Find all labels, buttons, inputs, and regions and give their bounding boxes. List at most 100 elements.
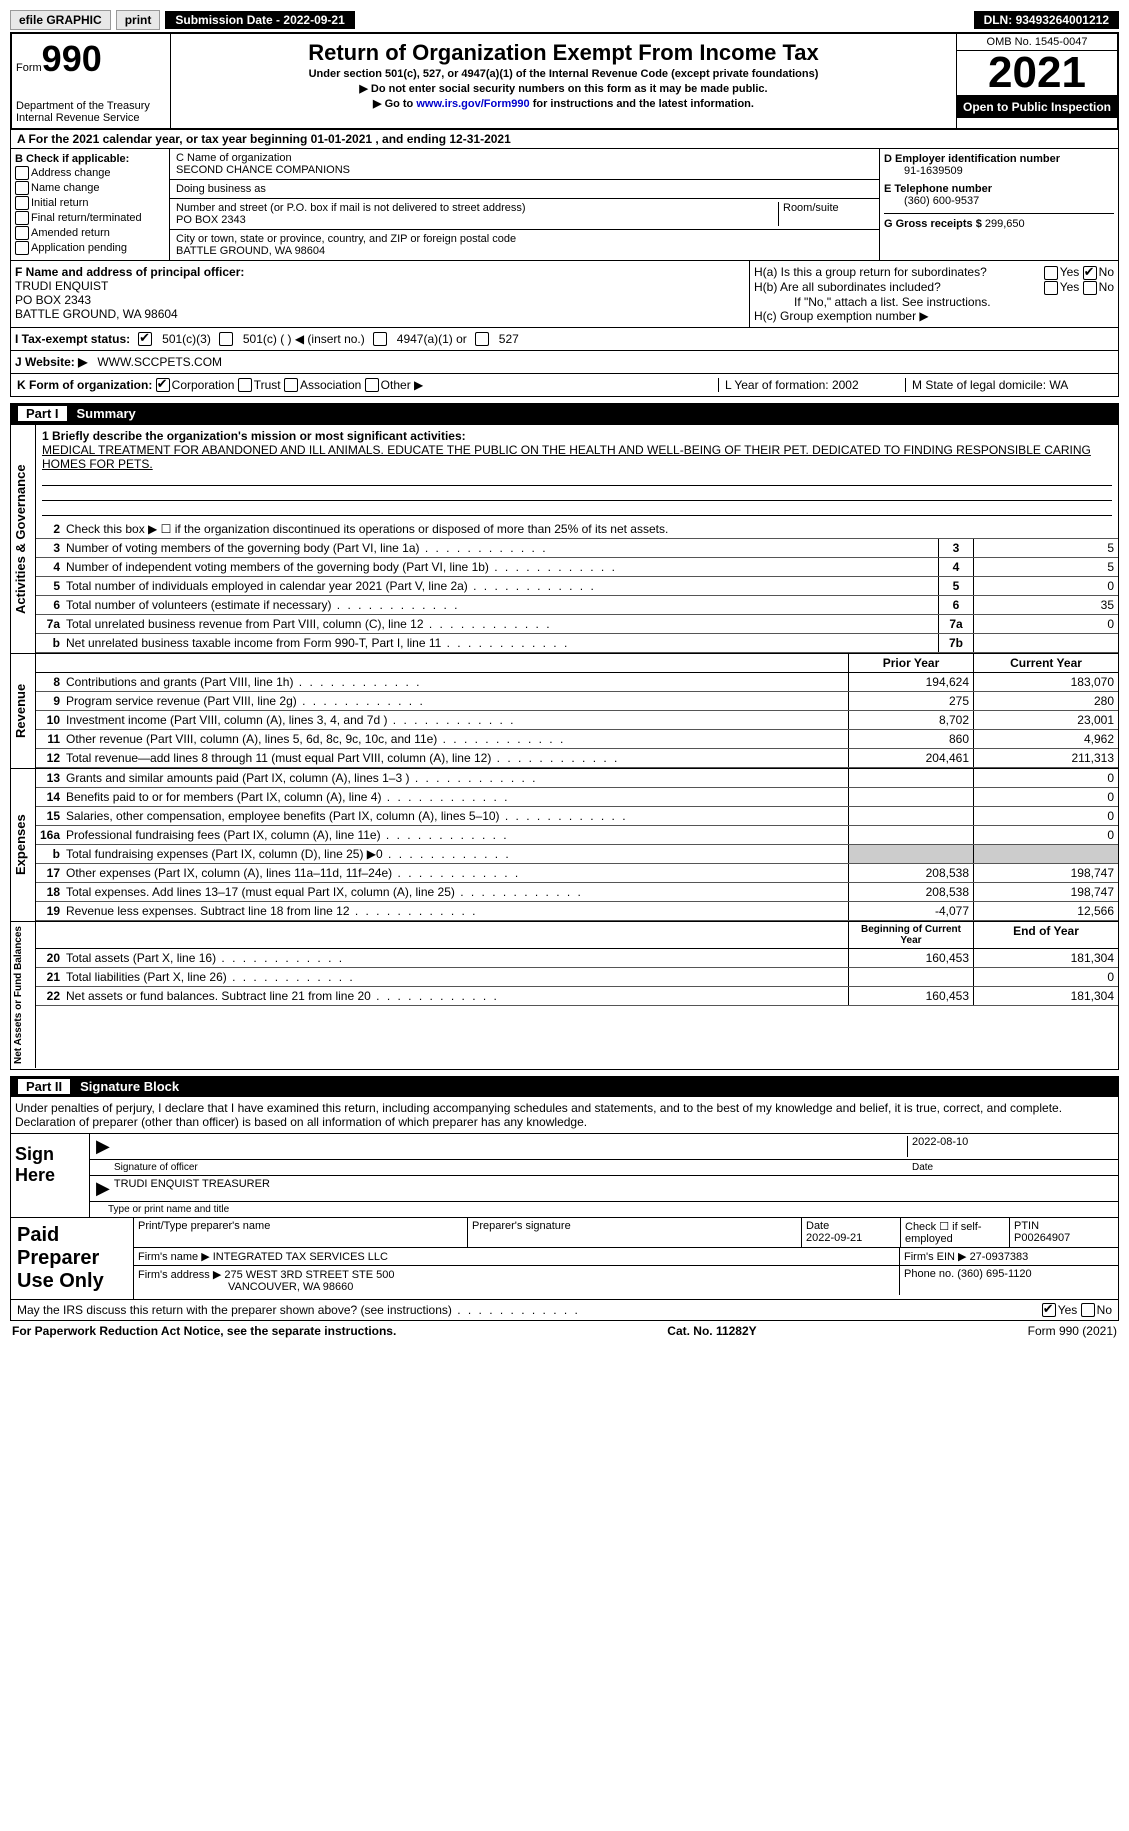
cb-pending[interactable]: Application pending: [15, 241, 165, 255]
part2-header: Part IISignature Block: [10, 1076, 1119, 1097]
tel: (360) 600-9537: [884, 195, 979, 207]
f-name: TRUDI ENQUIST: [15, 279, 745, 293]
line-19: 19Revenue less expenses. Subtract line 1…: [36, 902, 1118, 921]
ein: 91-1639509: [884, 165, 963, 177]
print-button[interactable]: print: [116, 10, 161, 30]
side-ag: Activities & Governance: [11, 425, 36, 653]
org-name: SECOND CHANCE COMPANIONS: [176, 164, 873, 176]
form-number: Form990: [16, 38, 166, 80]
cb-527[interactable]: [475, 332, 489, 346]
klm-row: K Form of organization: Corporation Trus…: [10, 374, 1119, 398]
col-curr: Current Year: [973, 654, 1118, 672]
side-rev: Revenue: [11, 654, 36, 768]
website: WWW.SCCPETS.COM: [97, 355, 222, 369]
col-eoy: End of Year: [973, 922, 1118, 948]
department: Department of the Treasury Internal Reve…: [16, 100, 166, 124]
line-18: 18Total expenses. Add lines 13–17 (must …: [36, 883, 1118, 902]
ptin: P00264907: [1014, 1232, 1070, 1244]
cb-name[interactable]: Name change: [15, 181, 165, 195]
city: BATTLE GROUND, WA 98604: [176, 245, 873, 257]
mission-text: MEDICAL TREATMENT FOR ABANDONED AND ILL …: [42, 443, 1091, 471]
cb-discuss-no[interactable]: [1081, 1303, 1095, 1317]
f-city: BATTLE GROUND, WA 98604: [15, 307, 745, 321]
footer: For Paperwork Reduction Act Notice, see …: [10, 1321, 1119, 1341]
cb-other[interactable]: [365, 378, 379, 392]
form-title: Return of Organization Exempt From Incom…: [175, 40, 952, 66]
efile-button[interactable]: efile GRAPHIC: [10, 10, 111, 30]
org-name-label: C Name of organization: [176, 152, 873, 164]
cb-assoc[interactable]: [284, 378, 298, 392]
form-header: Form990 Department of the Treasury Inter…: [10, 32, 1119, 130]
line-16a: 16aProfessional fundraising fees (Part I…: [36, 826, 1118, 845]
gross-label: G Gross receipts $: [884, 218, 985, 230]
discuss-row: May the IRS discuss this return with the…: [10, 1300, 1119, 1322]
f-addr: PO BOX 2343: [15, 293, 745, 307]
cb-address[interactable]: Address change: [15, 166, 165, 180]
submission-date: Submission Date - 2022-09-21: [165, 11, 354, 29]
line-6: 6Total number of volunteers (estimate if…: [36, 596, 1118, 615]
room-label: Room/suite: [778, 202, 873, 226]
firm-addr: 275 WEST 3RD STREET STE 500: [224, 1269, 394, 1281]
line-22: 22Net assets or fund balances. Subtract …: [36, 987, 1118, 1006]
expenses-block: Expenses 13Grants and similar amounts pa…: [10, 769, 1119, 922]
mission-label: 1 Briefly describe the organization's mi…: [42, 429, 1112, 443]
year-formation: L Year of formation: 2002: [718, 378, 905, 393]
line-11: 11Other revenue (Part VIII, column (A), …: [36, 730, 1118, 749]
dln: DLN: 93493264001212: [974, 11, 1119, 29]
signature-declaration: Under penalties of perjury, I declare th…: [10, 1097, 1119, 1134]
dba-label: Doing business as: [176, 183, 873, 195]
side-net: Net Assets or Fund Balances: [11, 922, 36, 1068]
line-17: 17Other expenses (Part IX, column (A), l…: [36, 864, 1118, 883]
sign-date: 2022-08-10: [907, 1136, 1112, 1157]
col-boy: Beginning of Current Year: [848, 922, 973, 948]
cb-trust[interactable]: [238, 378, 252, 392]
side-exp: Expenses: [11, 769, 36, 921]
subtitle-3: ▶ Go to www.irs.gov/Form990 for instruct…: [175, 97, 952, 110]
state-domicile: M State of legal domicile: WA: [905, 378, 1112, 393]
cb-discuss-yes[interactable]: [1042, 1303, 1056, 1317]
sign-here-block: Sign Here ▶2022-08-10 Signature of offic…: [10, 1134, 1119, 1218]
cb-4947[interactable]: [373, 332, 387, 346]
line-12: 12Total revenue—add lines 8 through 11 (…: [36, 749, 1118, 768]
city-label: City or town, state or province, country…: [176, 233, 873, 245]
ha-label: H(a) Is this a group return for subordin…: [754, 265, 1044, 280]
section-bcd: B Check if applicable: Address change Na…: [10, 149, 1119, 261]
gross: 299,650: [985, 218, 1025, 230]
f-label: F Name and address of principal officer:: [15, 265, 745, 279]
cb-501c[interactable]: [219, 332, 233, 346]
top-bar: efile GRAPHIC print Submission Date - 20…: [10, 10, 1119, 30]
row-a-period: A For the 2021 calendar year, or tax yea…: [10, 130, 1119, 149]
cb-corp[interactable]: [156, 378, 170, 392]
line-15: 15Salaries, other compensation, employee…: [36, 807, 1118, 826]
tax-year: 2021: [957, 51, 1117, 96]
h-ifno: If "No," attach a list. See instructions…: [754, 295, 1114, 309]
line-7a: 7aTotal unrelated business revenue from …: [36, 615, 1118, 634]
cb-501c3[interactable]: [138, 332, 152, 346]
line-21: 21Total liabilities (Part X, line 26)0: [36, 968, 1118, 987]
firm-name: INTEGRATED TAX SERVICES LLC: [213, 1251, 388, 1263]
line-9: 9Program service revenue (Part VIII, lin…: [36, 692, 1118, 711]
line-3: 3Number of voting members of the governi…: [36, 539, 1118, 558]
addr-label: Number and street (or P.O. box if mail i…: [176, 202, 778, 214]
summary: Activities & Governance 1 Briefly descri…: [10, 424, 1119, 654]
line-10: 10Investment income (Part VIII, column (…: [36, 711, 1118, 730]
line-5: 5Total number of individuals employed in…: [36, 577, 1118, 596]
subtitle-2: ▶ Do not enter social security numbers o…: [175, 82, 952, 95]
check-label: B Check if applicable:: [15, 153, 165, 165]
website-row: J Website: ▶ WWW.SCCPETS.COM: [10, 351, 1119, 374]
line-b: bNet unrelated business taxable income f…: [36, 634, 1118, 653]
cb-final[interactable]: Final return/terminated: [15, 211, 165, 225]
tax-status-row: I Tax-exempt status: 501(c)(3) 501(c) ( …: [10, 328, 1119, 351]
line-14: 14Benefits paid to or for members (Part …: [36, 788, 1118, 807]
hb-label: H(b) Are all subordinates included?: [754, 280, 1044, 295]
cb-amended[interactable]: Amended return: [15, 226, 165, 240]
firm-phone: (360) 695-1120: [957, 1268, 1031, 1280]
line-20: 20Total assets (Part X, line 16)160,4531…: [36, 949, 1118, 968]
cb-initial[interactable]: Initial return: [15, 196, 165, 210]
hc-label: H(c) Group exemption number ▶: [754, 309, 1114, 323]
line-13: 13Grants and similar amounts paid (Part …: [36, 769, 1118, 788]
officer-name: TRUDI ENQUIST TREASURER: [114, 1178, 270, 1199]
line-8: 8Contributions and grants (Part VIII, li…: [36, 673, 1118, 692]
irs-link[interactable]: www.irs.gov/Form990: [416, 98, 529, 110]
addr: PO BOX 2343: [176, 214, 778, 226]
